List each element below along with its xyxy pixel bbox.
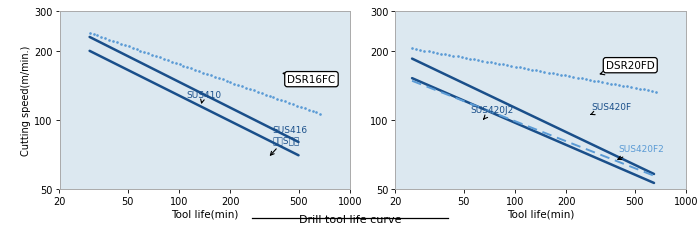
Text: DSR16FC: DSR16FC	[284, 73, 335, 85]
X-axis label: Tool life(min): Tool life(min)	[507, 209, 575, 218]
Text: Drill tool life curve: Drill tool life curve	[299, 215, 401, 224]
Y-axis label: Cutting speed(m/min.): Cutting speed(m/min.)	[21, 45, 32, 155]
Text: SUS416
（高S材）: SUS416 （高S材）	[270, 125, 307, 155]
X-axis label: Tool life(min): Tool life(min)	[171, 209, 239, 218]
Text: SUS420J2: SUS420J2	[470, 106, 514, 120]
Text: SUS420F: SUS420F	[591, 102, 631, 115]
Text: DSR20FD: DSR20FD	[600, 61, 654, 75]
Text: SUS410: SUS410	[186, 90, 221, 104]
Text: SUS420F2: SUS420F2	[618, 144, 664, 160]
